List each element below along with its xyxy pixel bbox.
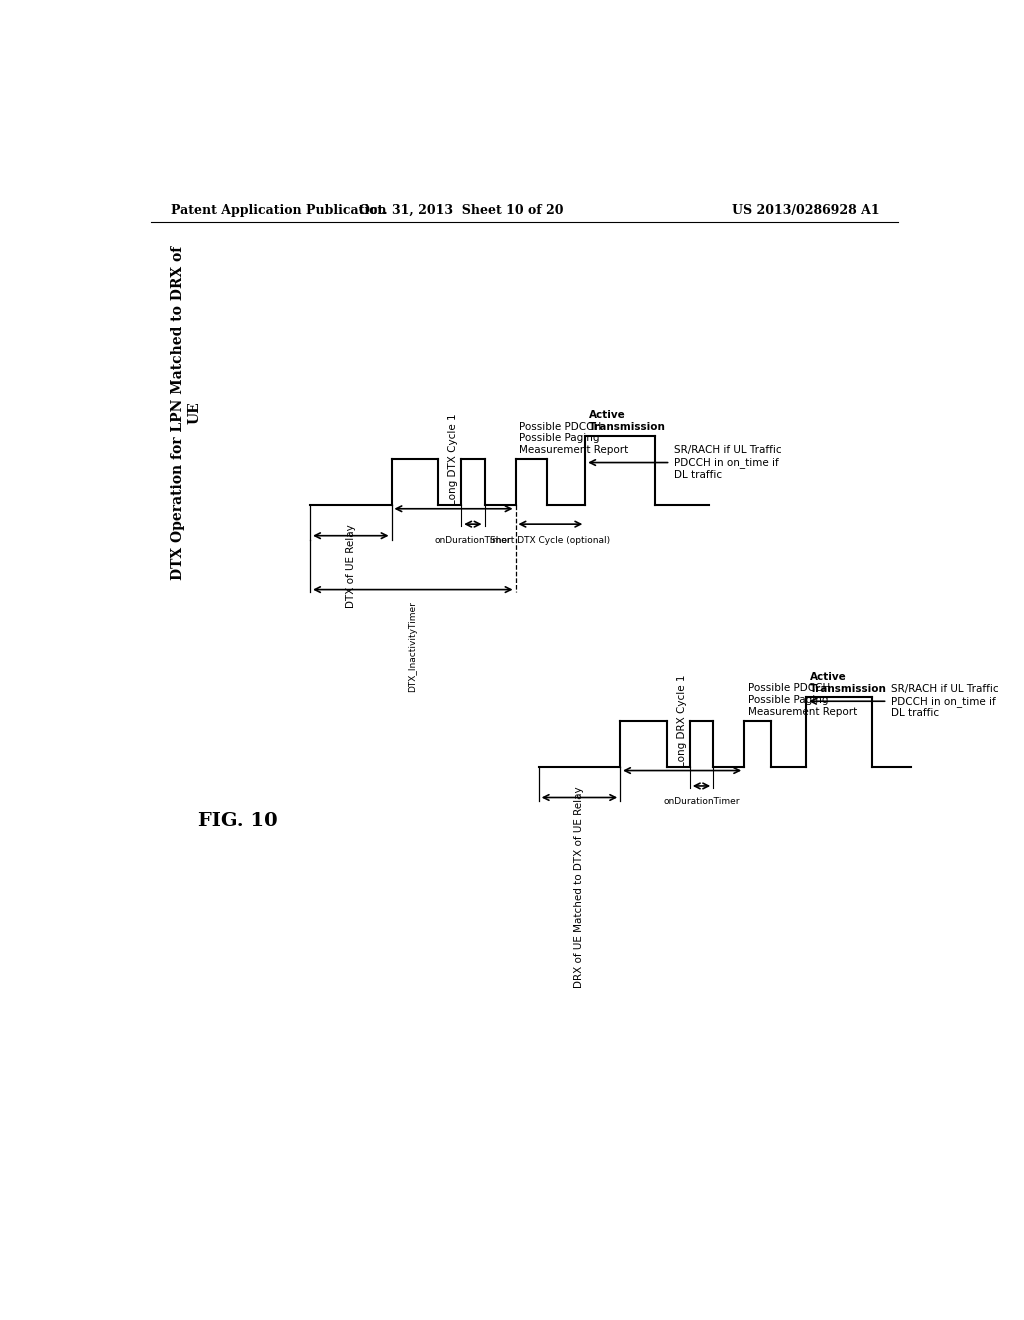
Text: SR/RACH if UL Traffic
PDCCH in on_time if
DL traffic: SR/RACH if UL Traffic PDCCH in on_time i… (675, 445, 782, 479)
Text: Short DTX Cycle (optional): Short DTX Cycle (optional) (490, 536, 610, 545)
Text: Active
Transmission: Active Transmission (810, 672, 887, 693)
Text: DTX Operation for LPN Matched to DRX of
UE: DTX Operation for LPN Matched to DRX of … (171, 246, 202, 579)
Text: Possible PDCCH
Possible Paging
Measurement Report: Possible PDCCH Possible Paging Measureme… (519, 421, 629, 455)
Text: DTX of UE Relay: DTX of UE Relay (346, 524, 355, 609)
Text: DTX_InactivityTimer: DTX_InactivityTimer (409, 601, 418, 692)
Text: Long DTX Cycle 1: Long DTX Cycle 1 (449, 413, 459, 506)
Text: Active
Transmission: Active Transmission (589, 411, 666, 432)
Text: SR/RACH if UL Traffic
PDCCH in on_time if
DL traffic: SR/RACH if UL Traffic PDCCH in on_time i… (891, 684, 999, 718)
Text: onDurationTimer: onDurationTimer (434, 536, 511, 545)
Text: FIG. 10: FIG. 10 (198, 812, 278, 829)
Text: Long DRX Cycle 1: Long DRX Cycle 1 (677, 675, 687, 767)
Text: onDurationTimer: onDurationTimer (664, 797, 739, 807)
Text: Oct. 31, 2013  Sheet 10 of 20: Oct. 31, 2013 Sheet 10 of 20 (359, 205, 563, 218)
Text: US 2013/0286928 A1: US 2013/0286928 A1 (732, 205, 880, 218)
Text: Patent Application Publication: Patent Application Publication (171, 205, 386, 218)
Text: Possible PDCCH
Possible Paging
Measurement Report: Possible PDCCH Possible Paging Measureme… (748, 684, 857, 717)
Text: DRX of UE Matched to DTX of UE Relay: DRX of UE Matched to DTX of UE Relay (574, 785, 585, 987)
